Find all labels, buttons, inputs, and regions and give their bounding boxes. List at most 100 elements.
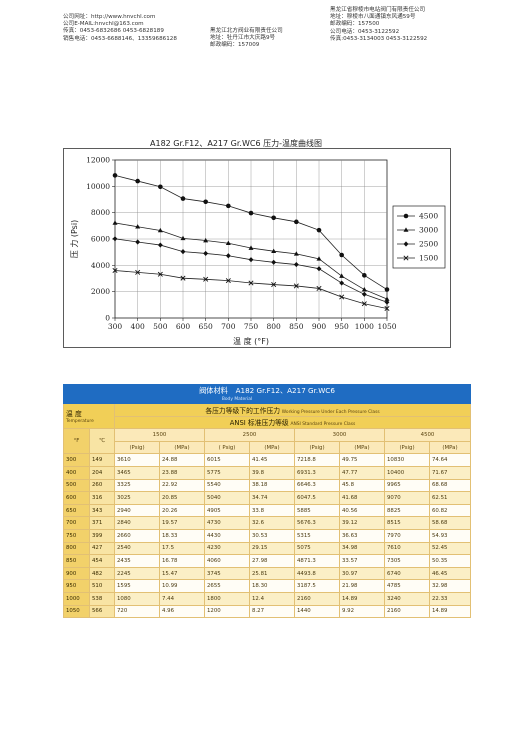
value-cell: 34.98 <box>339 541 385 556</box>
value-cell: 33.8 <box>249 503 295 518</box>
temp-f-cell: 750 <box>63 528 90 543</box>
x-tick-label: 800 <box>267 322 282 331</box>
y-tick-label: 12000 <box>86 156 110 165</box>
temp-f-cell: 1050 <box>63 604 90 619</box>
temp-c-cell: 427 <box>89 541 115 556</box>
value-cell: 6015 <box>204 453 250 467</box>
x-tick-label: 850 <box>289 322 304 331</box>
value-cell: 32.98 <box>428 579 472 593</box>
value-cell: 3187.5 <box>294 579 340 593</box>
value-cell: 2655 <box>204 579 250 593</box>
value-cell: 2160 <box>294 591 340 606</box>
address-line: 地址：穆棱市八面通镇东风通59号 <box>330 14 416 21</box>
value-cell: 3465 <box>114 465 160 480</box>
value-cell: 52.45 <box>428 541 472 556</box>
value-cell: 3025 <box>114 491 160 505</box>
unit-celsius: ℃ <box>89 428 115 455</box>
table-row: 800 427 2540 17.5 4230 29.15 5075 34.98 7610 52.4… <box>63 541 472 556</box>
data-point <box>361 301 367 307</box>
data-point <box>361 286 367 292</box>
table-row: 300 149 3610 24.88 6015 41.45 7218.8 49.75 10830… <box>63 453 472 467</box>
temp-f-cell: 650 <box>63 503 90 518</box>
value-cell: 71.67 <box>428 465 472 480</box>
legend-label: 1500 <box>419 254 438 263</box>
data-point <box>339 252 344 258</box>
temp-f-cell: 900 <box>63 566 90 581</box>
value-cell: 41.68 <box>339 491 385 505</box>
value-cell: 4785 <box>384 579 430 593</box>
value-cell: 60.82 <box>428 503 472 518</box>
data-point <box>203 250 209 257</box>
unit-label: (MPa) <box>159 440 205 455</box>
value-cell: 20.26 <box>159 503 205 518</box>
data-point <box>180 196 186 201</box>
data-point <box>384 306 390 312</box>
data-point <box>362 273 367 278</box>
chart-area: 0 2000 4000 6000 8000 10000 12000 300 400 500 600 6… <box>63 148 451 348</box>
value-cell: 8825 <box>384 503 430 518</box>
material-value: A182 Gr.F12、A217 Gr.WC6 <box>235 386 335 395</box>
value-cell: 1200 <box>204 604 250 619</box>
value-cell: 36.63 <box>339 528 385 543</box>
unit-fahrenheit: °F <box>63 428 90 455</box>
value-cell: 1080 <box>114 591 160 606</box>
value-cell: 20.85 <box>159 491 205 505</box>
temperature-label-cn: 温 度 <box>66 410 82 419</box>
material-title-en: Body Material <box>221 397 253 402</box>
data-point <box>271 248 277 253</box>
class-2500: 2500 <box>204 428 295 442</box>
ansi-heading-row: ANSI 标准压力等级 ANSI Standard Pressure Class <box>64 415 472 430</box>
data-point <box>293 261 299 268</box>
pressure-temperature-chart: 0 2000 4000 6000 8000 10000 12000 300 400 500 600 6… <box>63 148 451 348</box>
data-point <box>225 278 231 284</box>
value-cell: 18.30 <box>249 579 295 593</box>
data-point <box>271 282 277 288</box>
data-point <box>112 220 118 225</box>
value-cell: 3610 <box>114 453 160 467</box>
temp-f-cell: 700 <box>63 516 90 530</box>
chart-title: A182 Gr.F12、A217 Gr.WC6 压力-温度曲线图 <box>150 139 322 148</box>
data-point <box>203 199 208 205</box>
unit-label: (Psig) <box>384 440 430 455</box>
ansi-class-en: ANSI Standard Pressure Class <box>290 422 356 428</box>
value-cell: 10.99 <box>159 579 205 593</box>
temp-c-cell: 371 <box>89 516 115 530</box>
value-cell: 4730 <box>204 516 250 530</box>
y-tick-label: 10000 <box>86 182 110 191</box>
temp-f-cell: 800 <box>63 541 90 556</box>
data-point <box>158 184 163 190</box>
value-cell: 49.75 <box>339 453 385 467</box>
data-point <box>293 283 299 289</box>
value-cell: 54.93 <box>428 528 472 543</box>
value-cell: 30.53 <box>249 528 295 543</box>
unit-label: (MPa) <box>339 440 385 455</box>
value-cell: 7970 <box>384 528 430 543</box>
data-point <box>157 227 163 233</box>
temp-f-cell: 400 <box>63 465 90 480</box>
x-tick-label: 1000 <box>355 322 374 331</box>
data-point <box>339 273 345 278</box>
temp-c-cell: 566 <box>89 604 115 619</box>
y-tick-label: 4000 <box>91 261 110 270</box>
table-row: 900 482 2245 15.47 3745 25.81 4493.8 30.97 6740 4… <box>63 566 472 581</box>
x-tick-label: 700 <box>221 322 236 331</box>
value-cell: 5676.3 <box>294 516 340 530</box>
x-tick-label: 1050 <box>377 322 396 331</box>
value-cell: 25.81 <box>249 566 295 581</box>
value-cell: 2660 <box>114 528 160 543</box>
ansi-class-cn: ANSI 标准压力等级 <box>229 419 289 428</box>
x-tick-label: 950 <box>335 322 350 331</box>
value-cell: 5040 <box>204 491 250 505</box>
value-cell: 8515 <box>384 516 430 530</box>
data-point <box>180 235 186 241</box>
temp-c-cell: 482 <box>89 566 115 581</box>
postcode-line: 邮政编码：157009 <box>210 42 260 49</box>
data-point <box>316 256 322 261</box>
data-point <box>248 245 254 250</box>
value-cell: 41.45 <box>249 453 295 467</box>
unit-label: ( Psig) <box>204 440 250 455</box>
value-cell: 5885 <box>294 503 340 518</box>
value-cell: 7305 <box>384 554 430 568</box>
data-point <box>316 227 322 233</box>
value-cell: 24.88 <box>159 453 205 467</box>
